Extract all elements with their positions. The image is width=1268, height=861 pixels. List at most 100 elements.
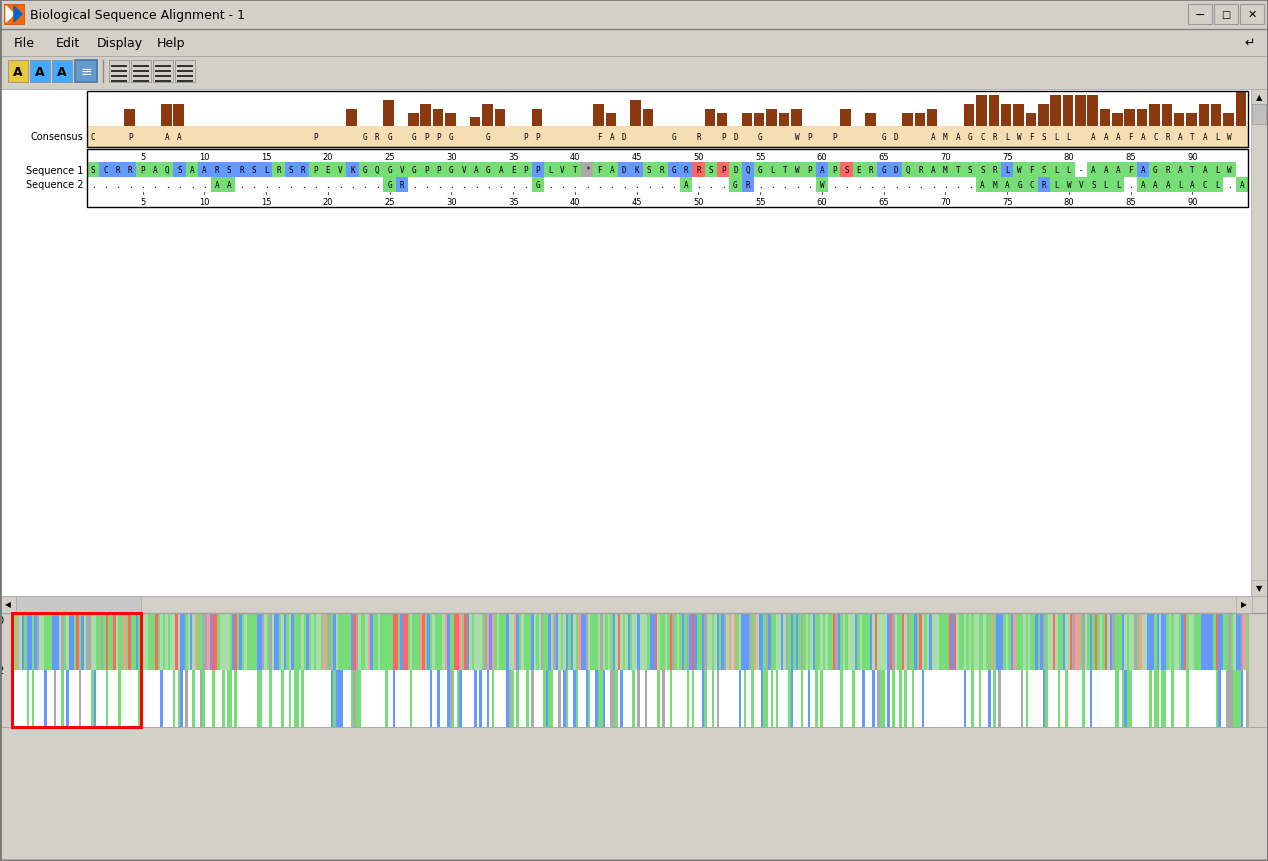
Bar: [1070, 670, 1073, 728]
Bar: [1033, 613, 1036, 670]
Bar: [101, 670, 104, 728]
Bar: [823, 613, 825, 670]
Text: Edit: Edit: [56, 36, 80, 49]
Bar: [1179, 670, 1182, 728]
Bar: [618, 670, 620, 728]
Bar: [847, 613, 851, 670]
Bar: [935, 670, 937, 728]
Bar: [370, 670, 373, 728]
Bar: [412, 613, 415, 670]
Bar: [227, 670, 230, 728]
Bar: [810, 613, 813, 670]
Bar: [155, 76, 171, 77]
Bar: [380, 670, 383, 728]
Bar: [1063, 177, 1075, 193]
Bar: [160, 613, 164, 670]
Bar: [1208, 613, 1211, 670]
Bar: [222, 670, 224, 728]
Bar: [294, 670, 297, 728]
Bar: [524, 613, 526, 670]
Bar: [172, 670, 175, 728]
Bar: [161, 105, 171, 127]
Bar: [156, 670, 158, 728]
Bar: [1026, 163, 1038, 177]
Bar: [1085, 670, 1088, 728]
Bar: [123, 670, 126, 728]
Bar: [112, 66, 127, 68]
Bar: [274, 613, 276, 670]
Text: .: .: [103, 181, 108, 189]
Text: P: P: [720, 166, 725, 175]
Bar: [131, 670, 133, 728]
Bar: [294, 613, 297, 670]
Bar: [299, 670, 302, 728]
Bar: [311, 613, 314, 670]
Text: A: A: [1116, 166, 1121, 175]
Bar: [721, 613, 724, 670]
Bar: [841, 109, 851, 127]
Bar: [748, 670, 752, 728]
Text: G: G: [387, 166, 392, 175]
Bar: [333, 163, 346, 177]
Bar: [872, 613, 875, 670]
Bar: [360, 613, 364, 670]
Bar: [410, 670, 413, 728]
Bar: [969, 613, 971, 670]
Text: G: G: [535, 181, 540, 189]
Bar: [264, 670, 268, 728]
Bar: [1107, 670, 1110, 728]
Bar: [68, 613, 71, 670]
Bar: [615, 613, 618, 670]
Bar: [773, 613, 776, 670]
Bar: [1038, 613, 1041, 670]
Bar: [167, 670, 170, 728]
Bar: [160, 670, 164, 728]
Bar: [383, 613, 385, 670]
Bar: [136, 670, 138, 728]
Text: A: A: [178, 133, 181, 142]
Bar: [42, 670, 44, 728]
Bar: [547, 613, 549, 670]
Bar: [1201, 670, 1203, 728]
Bar: [739, 670, 742, 728]
Bar: [49, 613, 52, 670]
Bar: [27, 613, 29, 670]
Bar: [49, 670, 52, 728]
Bar: [237, 613, 240, 670]
Bar: [506, 613, 510, 670]
Bar: [178, 670, 180, 728]
Bar: [635, 613, 638, 670]
Bar: [443, 613, 445, 670]
Bar: [138, 613, 141, 670]
Bar: [761, 613, 763, 670]
Bar: [344, 613, 346, 670]
Text: C: C: [103, 166, 108, 175]
Bar: [79, 670, 81, 728]
Bar: [230, 613, 232, 670]
Bar: [115, 670, 119, 728]
Bar: [1164, 670, 1167, 728]
Bar: [511, 613, 514, 670]
Bar: [795, 670, 799, 728]
Bar: [531, 109, 543, 127]
Bar: [256, 613, 260, 670]
Bar: [245, 613, 247, 670]
Bar: [687, 670, 690, 728]
Polygon shape: [6, 7, 14, 23]
Text: 30: 30: [446, 198, 456, 207]
Bar: [112, 71, 127, 73]
Bar: [68, 670, 71, 728]
Bar: [326, 670, 328, 728]
Bar: [1139, 670, 1142, 728]
Bar: [1075, 96, 1085, 127]
Text: A: A: [931, 133, 936, 142]
Bar: [606, 163, 618, 177]
Bar: [331, 670, 333, 728]
Bar: [1236, 597, 1252, 613]
Bar: [831, 670, 833, 728]
Bar: [1068, 670, 1070, 728]
Bar: [358, 670, 361, 728]
Bar: [1050, 670, 1052, 728]
Bar: [815, 613, 818, 670]
Bar: [501, 613, 505, 670]
